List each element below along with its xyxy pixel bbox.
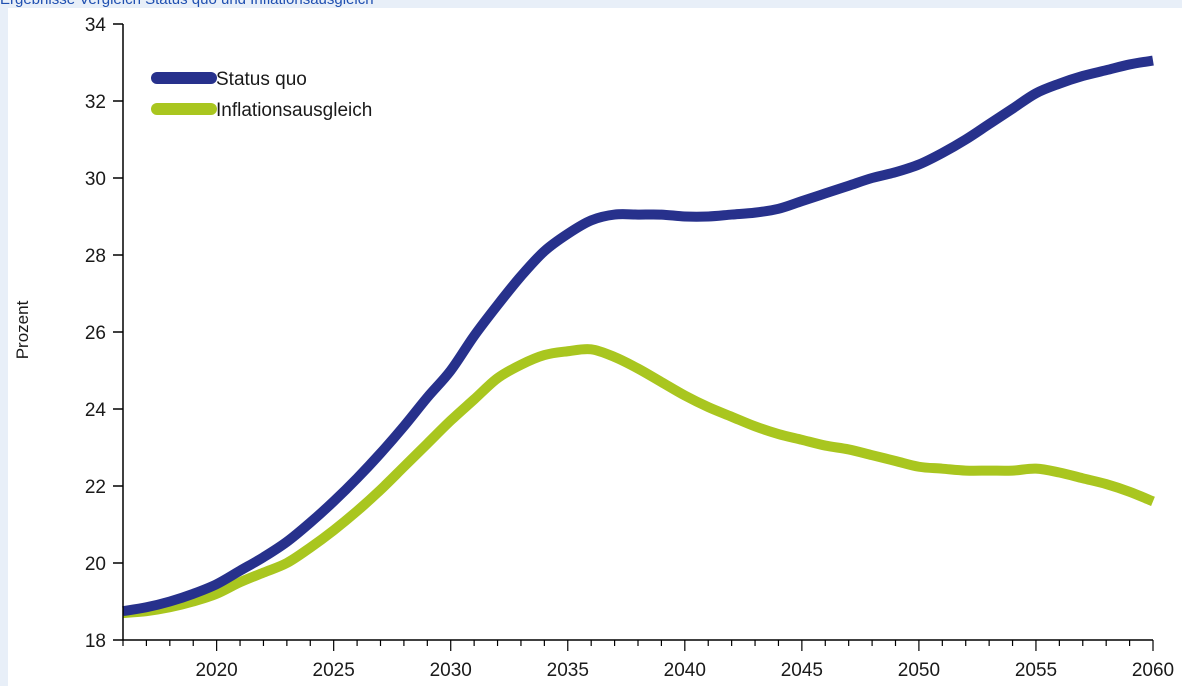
x-tick-label: 2040 xyxy=(664,660,706,681)
x-tick-label: 2030 xyxy=(430,660,472,681)
y-tick-label: 34 xyxy=(85,15,107,36)
legend-label: Status quo xyxy=(216,69,307,90)
y-axis-ticks: 18 20 22 24 26 28 30 32 34 xyxy=(85,15,123,652)
series-line-0 xyxy=(122,55,1154,617)
y-tick-label: 26 xyxy=(85,323,106,344)
x-tick-label: 2055 xyxy=(1015,660,1057,681)
series-lines xyxy=(122,55,1155,619)
series-line-1 xyxy=(122,344,1155,619)
x-tick-label: 2035 xyxy=(547,660,589,681)
y-tick-label: 18 xyxy=(85,631,106,652)
y-tick-label: 30 xyxy=(85,169,106,190)
legend-label: Inflationsausgleich xyxy=(216,100,372,121)
x-tick-label: 2020 xyxy=(195,660,237,681)
x-tick-label: 2060 xyxy=(1132,660,1174,681)
y-tick-label: 22 xyxy=(85,477,106,498)
x-axis-ticks: 2020 2025 2030 2035 2040 2045 2050 2055 2060 xyxy=(122,640,1174,681)
x-tick-label: 2045 xyxy=(781,660,823,681)
x-tick-label: 2050 xyxy=(898,660,940,681)
y-tick-label: 28 xyxy=(85,246,106,267)
y-axis-title: Prozent xyxy=(13,300,32,359)
y-tick-label: 20 xyxy=(85,554,106,575)
y-tick-label: 24 xyxy=(85,400,107,421)
chart-caption: Ergebnisse Vergleich Status quo und Infl… xyxy=(0,0,1182,9)
legend: Status quo Inflationsausgleich xyxy=(151,69,372,121)
x-tick-label: 2025 xyxy=(313,660,355,681)
y-tick-label: 32 xyxy=(85,92,106,113)
